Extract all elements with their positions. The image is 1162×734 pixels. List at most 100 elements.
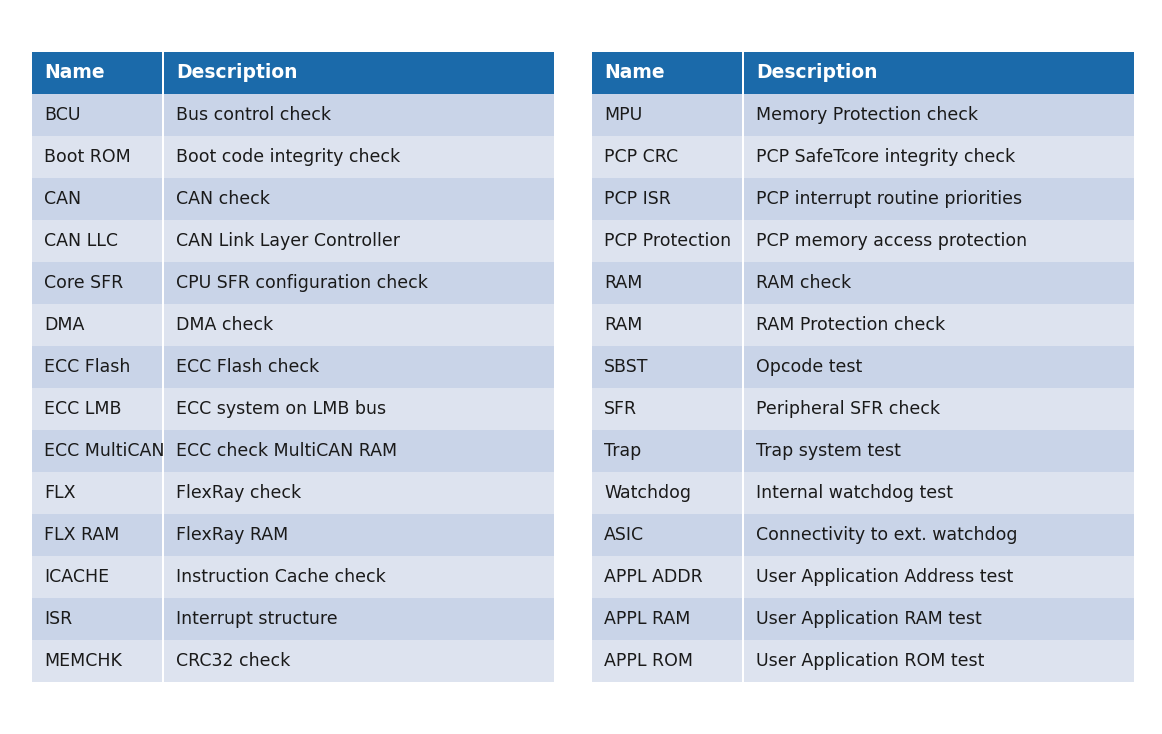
- Bar: [33, 136, 162, 178]
- Bar: [744, 52, 1134, 94]
- Bar: [164, 346, 554, 388]
- Bar: [591, 94, 743, 136]
- Text: RAM: RAM: [604, 274, 643, 292]
- Text: Description: Description: [175, 64, 297, 82]
- Bar: [591, 556, 743, 598]
- Text: FlexRay check: FlexRay check: [175, 484, 301, 502]
- Text: RAM: RAM: [604, 316, 643, 334]
- Text: Boot ROM: Boot ROM: [44, 148, 131, 166]
- Text: Bus control check: Bus control check: [175, 106, 331, 124]
- Text: Connectivity to ext. watchdog: Connectivity to ext. watchdog: [756, 526, 1018, 544]
- Bar: [744, 304, 1134, 346]
- Text: ICACHE: ICACHE: [44, 568, 109, 586]
- Bar: [744, 598, 1134, 640]
- Bar: [33, 94, 162, 136]
- Bar: [33, 430, 162, 472]
- Text: CAN: CAN: [44, 190, 81, 208]
- Text: FLX RAM: FLX RAM: [44, 526, 120, 544]
- Bar: [33, 388, 162, 430]
- Text: ISR: ISR: [44, 610, 72, 628]
- Text: PCP SafeTcore integrity check: PCP SafeTcore integrity check: [756, 148, 1016, 166]
- Bar: [33, 472, 162, 514]
- Text: CRC32 check: CRC32 check: [175, 652, 290, 670]
- Bar: [33, 178, 162, 220]
- Text: Trap system test: Trap system test: [756, 442, 901, 460]
- Bar: [591, 220, 743, 262]
- Text: PCP CRC: PCP CRC: [604, 148, 679, 166]
- Bar: [744, 136, 1134, 178]
- Bar: [591, 472, 743, 514]
- Text: RAM check: RAM check: [756, 274, 851, 292]
- Text: ECC Flash: ECC Flash: [44, 358, 130, 376]
- Bar: [33, 52, 162, 94]
- Bar: [164, 94, 554, 136]
- Text: ECC LMB: ECC LMB: [44, 400, 122, 418]
- Text: ECC Flash check: ECC Flash check: [175, 358, 320, 376]
- Text: DMA check: DMA check: [175, 316, 273, 334]
- Text: Name: Name: [44, 64, 105, 82]
- Text: DMA: DMA: [44, 316, 85, 334]
- Bar: [164, 136, 554, 178]
- Bar: [591, 514, 743, 556]
- Text: Boot code integrity check: Boot code integrity check: [175, 148, 400, 166]
- Text: MEMCHK: MEMCHK: [44, 652, 122, 670]
- Bar: [164, 304, 554, 346]
- Bar: [591, 388, 743, 430]
- Bar: [591, 52, 743, 94]
- Bar: [744, 556, 1134, 598]
- Text: SFR: SFR: [604, 400, 637, 418]
- Bar: [591, 262, 743, 304]
- Bar: [164, 430, 554, 472]
- Bar: [33, 556, 162, 598]
- Bar: [164, 52, 554, 94]
- Bar: [164, 472, 554, 514]
- Bar: [591, 640, 743, 682]
- Text: RAM Protection check: RAM Protection check: [756, 316, 945, 334]
- Text: Name: Name: [604, 64, 665, 82]
- Text: PCP Protection: PCP Protection: [604, 232, 731, 250]
- Bar: [744, 388, 1134, 430]
- Bar: [164, 178, 554, 220]
- Text: FLX: FLX: [44, 484, 76, 502]
- Text: Instruction Cache check: Instruction Cache check: [175, 568, 386, 586]
- Text: Interrupt structure: Interrupt structure: [175, 610, 338, 628]
- Text: APPL RAM: APPL RAM: [604, 610, 690, 628]
- Bar: [33, 640, 162, 682]
- Bar: [744, 640, 1134, 682]
- Bar: [33, 220, 162, 262]
- Bar: [591, 136, 743, 178]
- Bar: [164, 598, 554, 640]
- Text: MPU: MPU: [604, 106, 643, 124]
- Text: User Application Address test: User Application Address test: [756, 568, 1013, 586]
- Text: FlexRay RAM: FlexRay RAM: [175, 526, 288, 544]
- Text: User Application RAM test: User Application RAM test: [756, 610, 982, 628]
- Bar: [591, 598, 743, 640]
- Text: APPL ROM: APPL ROM: [604, 652, 693, 670]
- Text: ECC MultiCAN: ECC MultiCAN: [44, 442, 165, 460]
- Text: Peripheral SFR check: Peripheral SFR check: [756, 400, 940, 418]
- Bar: [744, 514, 1134, 556]
- Text: PCP ISR: PCP ISR: [604, 190, 670, 208]
- Bar: [33, 346, 162, 388]
- Bar: [164, 262, 554, 304]
- Bar: [33, 304, 162, 346]
- Bar: [33, 262, 162, 304]
- Text: ASIC: ASIC: [604, 526, 644, 544]
- Text: Opcode test: Opcode test: [756, 358, 862, 376]
- Text: CAN LLC: CAN LLC: [44, 232, 119, 250]
- Bar: [744, 430, 1134, 472]
- Bar: [591, 304, 743, 346]
- Bar: [744, 178, 1134, 220]
- Text: CAN Link Layer Controller: CAN Link Layer Controller: [175, 232, 400, 250]
- Bar: [164, 556, 554, 598]
- Text: Core SFR: Core SFR: [44, 274, 123, 292]
- Text: ECC check MultiCAN RAM: ECC check MultiCAN RAM: [175, 442, 397, 460]
- Text: Trap: Trap: [604, 442, 641, 460]
- Text: Description: Description: [756, 64, 877, 82]
- Bar: [164, 220, 554, 262]
- Bar: [33, 514, 162, 556]
- Text: CPU SFR configuration check: CPU SFR configuration check: [175, 274, 428, 292]
- Text: PCP interrupt routine priorities: PCP interrupt routine priorities: [756, 190, 1023, 208]
- Bar: [744, 262, 1134, 304]
- Bar: [744, 220, 1134, 262]
